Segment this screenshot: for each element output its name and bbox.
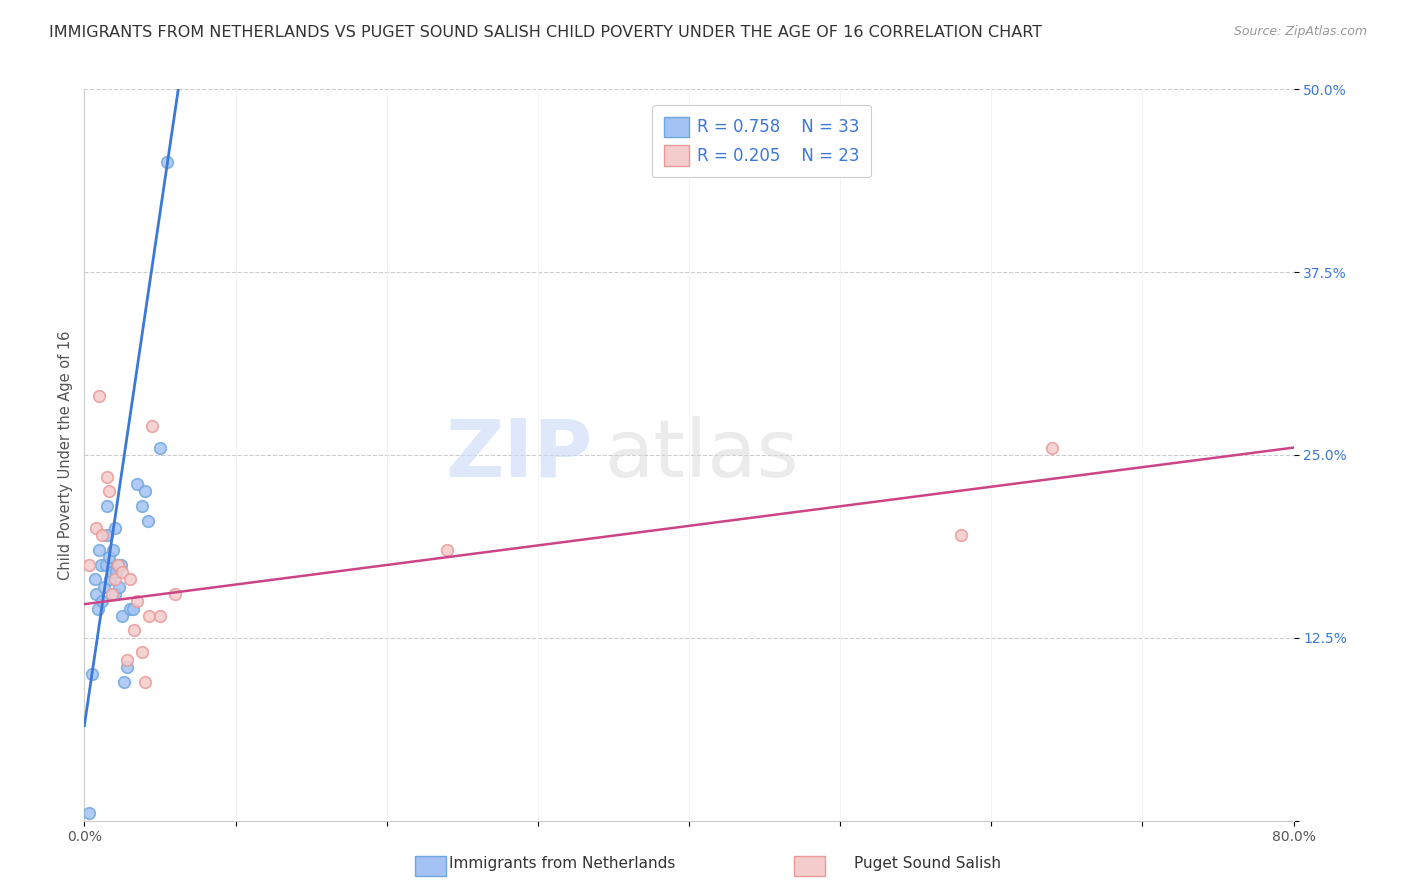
Point — [149, 441, 172, 455]
Point — [127, 477, 149, 491]
Point — [156, 155, 179, 169]
Point — [89, 389, 111, 403]
Text: atlas: atlas — [605, 416, 799, 494]
Point — [118, 572, 141, 586]
Point — [122, 624, 145, 638]
Point — [118, 601, 141, 615]
Y-axis label: Child Poverty Under the Age of 16: Child Poverty Under the Age of 16 — [58, 330, 73, 580]
Point — [165, 587, 187, 601]
Point — [104, 521, 127, 535]
Text: Source: ZipAtlas.com: Source: ZipAtlas.com — [1233, 25, 1367, 38]
Point — [86, 587, 108, 601]
Point — [107, 558, 129, 572]
Point — [108, 580, 131, 594]
Point — [96, 528, 118, 542]
Point — [121, 601, 143, 615]
Point — [87, 601, 110, 615]
Point — [80, 667, 103, 681]
Point — [127, 594, 149, 608]
Point — [101, 543, 124, 558]
Point — [84, 572, 107, 586]
Point — [100, 587, 122, 601]
Point — [138, 608, 160, 623]
Point — [134, 484, 156, 499]
Point — [436, 543, 458, 558]
Text: Immigrants from Netherlands: Immigrants from Netherlands — [449, 856, 676, 871]
Point — [98, 572, 121, 586]
Point — [104, 572, 127, 586]
Point — [149, 608, 172, 623]
Point — [97, 484, 120, 499]
Point — [90, 558, 112, 572]
Point — [115, 653, 138, 667]
Point — [131, 645, 153, 659]
Point — [100, 565, 122, 579]
Point — [134, 674, 156, 689]
Text: ZIP: ZIP — [444, 416, 592, 494]
Point — [104, 587, 127, 601]
Point — [96, 499, 118, 513]
Point — [96, 470, 118, 484]
Point — [93, 580, 115, 594]
Point — [86, 521, 108, 535]
Point — [77, 558, 100, 572]
Point — [111, 608, 134, 623]
Point — [141, 418, 163, 433]
Point — [91, 528, 114, 542]
Point — [115, 660, 138, 674]
Text: Puget Sound Salish: Puget Sound Salish — [855, 856, 1001, 871]
Point — [131, 499, 153, 513]
Point — [97, 550, 120, 565]
Point — [1040, 441, 1063, 455]
Point — [107, 558, 129, 572]
Legend: R = 0.758    N = 33, R = 0.205    N = 23: R = 0.758 N = 33, R = 0.205 N = 23 — [652, 105, 872, 178]
Point — [111, 565, 134, 579]
Point — [94, 558, 117, 572]
Text: IMMIGRANTS FROM NETHERLANDS VS PUGET SOUND SALISH CHILD POVERTY UNDER THE AGE OF: IMMIGRANTS FROM NETHERLANDS VS PUGET SOU… — [49, 25, 1042, 40]
Point — [89, 543, 111, 558]
Point — [91, 594, 114, 608]
Point — [112, 674, 135, 689]
Point — [136, 514, 159, 528]
Point — [950, 528, 973, 542]
Point — [105, 565, 128, 579]
Point — [110, 558, 132, 572]
Point — [77, 806, 100, 821]
